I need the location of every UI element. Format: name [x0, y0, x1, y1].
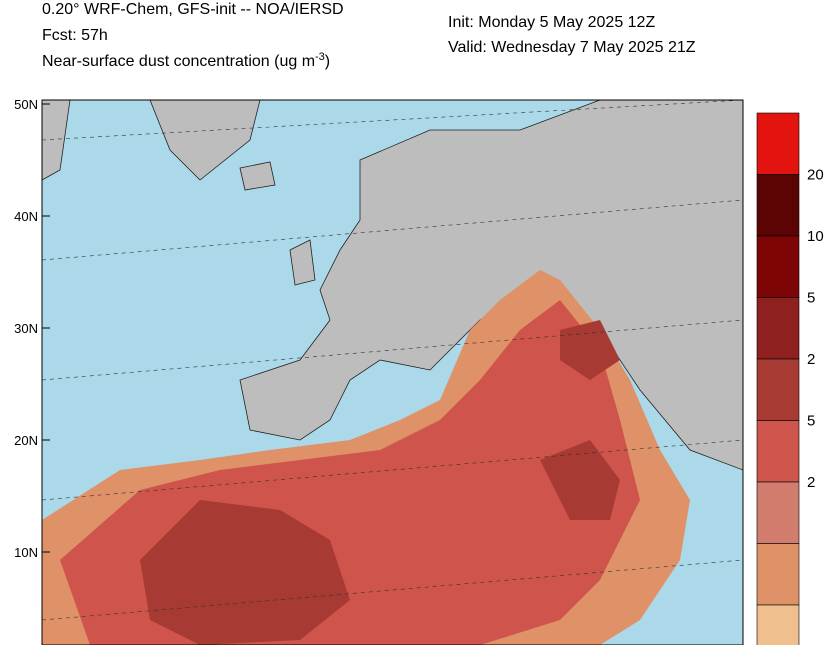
- colorbar-label: 2: [807, 474, 815, 491]
- lat-labels: 50N 40N 30N 20N 10N: [14, 97, 50, 560]
- iceland: [239, 161, 276, 191]
- init-time: Init: Monday 5 May 2025 12Z: [448, 14, 655, 31]
- colorbar-label: 2: [807, 351, 815, 368]
- model-title: 0.20° WRF-Chem, GFS-init -- NOA/IERSD: [42, 1, 344, 18]
- lat-label: 30N: [14, 321, 38, 336]
- land-nw: [42, 100, 71, 181]
- lat-label: 40N: [14, 209, 38, 224]
- lat-label: 10N: [14, 545, 38, 560]
- valid-time: Valid: Wednesday 7 May 2025 21Z: [448, 39, 696, 56]
- dust-high-arabia: [540, 440, 620, 520]
- colorbar-box: [756, 174, 800, 237]
- colorbar-box: [756, 297, 800, 360]
- field-exponent: -3: [315, 51, 325, 63]
- field-close: ): [325, 53, 330, 70]
- colorbar-box: [756, 112, 800, 175]
- colorbar-box: [756, 358, 800, 421]
- dust-high: [140, 500, 350, 645]
- map: [41, 99, 744, 645]
- colorbar-label: 20: [807, 167, 824, 184]
- field-name: Near-surface dust concentration (ug m-3): [42, 51, 330, 70]
- colorbar-box: [756, 481, 800, 544]
- colorbar-label: 5: [807, 290, 815, 307]
- map-frame: [41, 99, 744, 645]
- lat-label: 50N: [14, 97, 38, 112]
- colorbar-box: [756, 543, 800, 606]
- lat-label: 20N: [14, 433, 38, 448]
- britain: [289, 239, 316, 286]
- eurasia: [239, 100, 743, 471]
- colorbar-label: 5: [807, 413, 815, 430]
- forecast-hour: Fcst: 57h: [42, 27, 108, 44]
- colorbar-box: [756, 420, 800, 483]
- field-text: Near-surface dust concentration (ug m: [42, 53, 315, 70]
- colorbar-box: [756, 235, 800, 298]
- colorbar-box: [756, 604, 800, 645]
- dust-high-caspian: [560, 320, 620, 380]
- colorbar: 20 10 5 2 5 2: [756, 112, 824, 645]
- greenland: [149, 100, 261, 181]
- colorbar-label: 10: [807, 228, 824, 245]
